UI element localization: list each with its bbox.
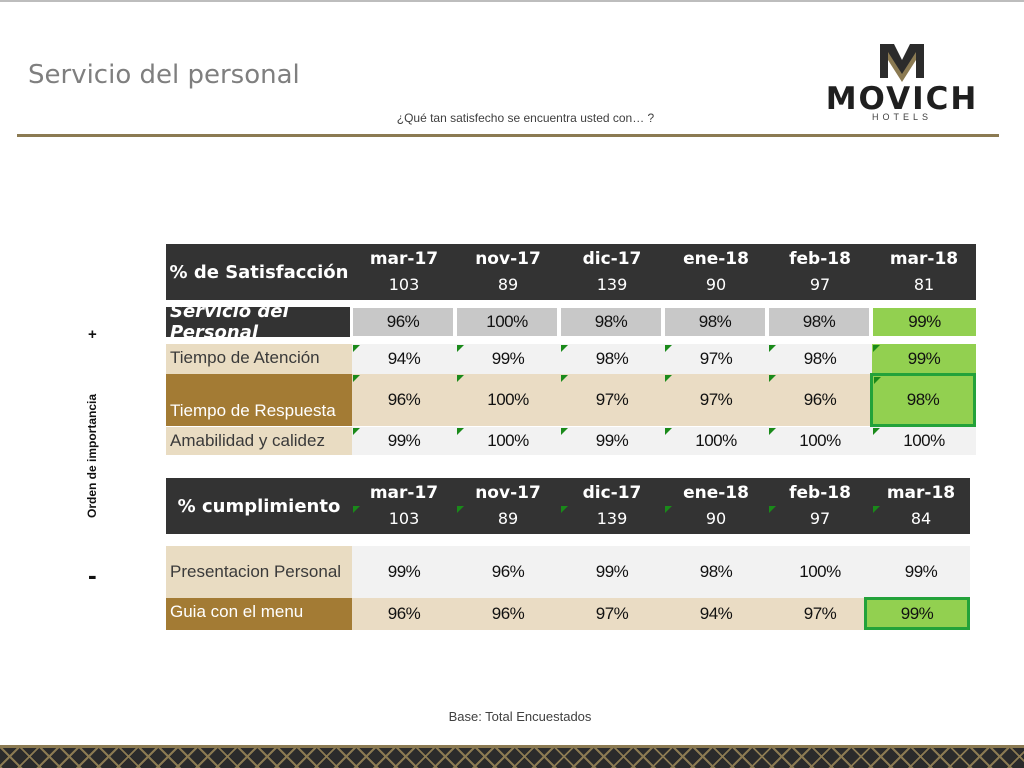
t1-value-cell: 100% (768, 427, 872, 455)
logo-mark-icon (880, 44, 924, 82)
survey-question: ¿Qué tan satisfecho se encuentra usted c… (396, 111, 655, 125)
flag-marker-icon (873, 506, 880, 513)
t1-col-header: mar-17 103 (352, 244, 456, 300)
t2-value-cell: 97% (768, 598, 872, 630)
t1-value-cell: 100% (872, 427, 976, 455)
flag-marker-icon (457, 506, 464, 513)
t1-value-cell-highlight: 99% (873, 308, 976, 336)
t2-row-label: Guia con el menu (166, 598, 352, 630)
t2-value-cell: 96% (352, 598, 456, 630)
footer-pattern (0, 745, 1024, 768)
footer-rule (0, 745, 1024, 748)
flag-marker-icon (457, 428, 464, 435)
t1-value-cell: 100% (456, 427, 560, 455)
importance-plus: + (88, 326, 97, 343)
flag-marker-icon (769, 375, 776, 382)
flag-marker-icon (665, 428, 672, 435)
header-rule (17, 134, 999, 137)
t1-value-cell: 99% (560, 427, 664, 455)
logo-wordmark: MOVICH (825, 81, 979, 117)
flag-marker-icon (353, 506, 360, 513)
t1-value-cell: 100% (457, 308, 557, 336)
t1-value-cell: 97% (664, 344, 768, 374)
t1-value-cell: 99% (352, 427, 456, 455)
top-border (0, 0, 1024, 2)
base-note: Base: Total Encuestados (448, 709, 592, 724)
flag-marker-icon (873, 345, 880, 352)
t1-col-header: dic-17 139 (560, 244, 664, 300)
t1-value-cell: 99% (456, 344, 560, 374)
flag-marker-icon (561, 345, 568, 352)
t1-col-header: nov-17 89 (456, 244, 560, 300)
t2-col-header: nov-17 89 (456, 478, 560, 534)
t1-value-cell: 96% (353, 308, 453, 336)
t1-value-cell: 98% (665, 308, 765, 336)
t1-value-cell: 98% (561, 308, 661, 336)
flag-marker-icon (769, 428, 776, 435)
t2-col-header: mar-17 103 (352, 478, 456, 534)
compliance-header-label: % cumplimiento (166, 478, 352, 534)
movich-logo: MOVICH HOTELS (816, 38, 988, 124)
t1-value-cell: 96% (352, 374, 456, 426)
t1-col-header: ene-18 90 (664, 244, 768, 300)
t1-value-cell: 96% (768, 374, 872, 426)
flag-marker-icon (353, 428, 360, 435)
flag-marker-icon (665, 375, 672, 382)
t2-value-cell: 99% (352, 546, 456, 598)
t2-value-cell: 96% (456, 546, 560, 598)
t1-value-cell: 100% (664, 427, 768, 455)
t1-row-label: Amabilidad y calidez (166, 427, 352, 455)
t2-row-label: Presentacion Personal (166, 546, 352, 598)
flag-marker-icon (457, 375, 464, 382)
t1-value-cell: 97% (560, 374, 664, 426)
t1-value-cell: 98% (560, 344, 664, 374)
page-title: Servicio del personal (28, 60, 300, 90)
flag-marker-icon (873, 428, 880, 435)
t1-value-cell: 98% (768, 344, 872, 374)
flag-marker-icon (665, 506, 672, 513)
t1-value-cell: 98% (769, 308, 869, 336)
flag-marker-icon (457, 345, 464, 352)
flag-marker-icon (769, 345, 776, 352)
t2-value-cell: 94% (664, 598, 768, 630)
flag-marker-icon (353, 345, 360, 352)
t2-col-header: feb-18 97 (768, 478, 872, 534)
flag-marker-icon (874, 377, 881, 384)
t1-col-header: mar-18 81 (872, 244, 976, 300)
t2-col-header: ene-18 90 (664, 478, 768, 534)
logo-subtitle: HOTELS (871, 112, 932, 122)
t1-row-label: Servicio del Personal (166, 301, 350, 343)
t2-value-cell-highlight: 99% (864, 597, 970, 630)
t1-value-cell: 94% (352, 344, 456, 374)
flag-marker-icon (561, 506, 568, 513)
flag-marker-icon (561, 375, 568, 382)
t2-value-cell: 99% (560, 546, 664, 598)
importance-minus: - (88, 560, 97, 590)
flag-marker-icon (353, 375, 360, 382)
t1-value-cell: 100% (456, 374, 560, 426)
t1-row-label: Tiempo de Respuesta (166, 374, 352, 426)
t2-value-cell: 96% (456, 598, 560, 630)
satisfaction-header-label: % de Satisfacción (166, 244, 352, 300)
t2-col-header: dic-17 139 (560, 478, 664, 534)
t2-value-cell: 97% (560, 598, 664, 630)
importance-axis-label: Orden de importancia (85, 393, 99, 519)
flag-marker-icon (561, 428, 568, 435)
t2-value-cell: 99% (872, 546, 970, 598)
t2-col-header: mar-18 84 (872, 478, 970, 534)
t1-row-label: Tiempo de Atención (166, 344, 352, 374)
flag-marker-icon (665, 345, 672, 352)
t1-col-header: feb-18 97 (768, 244, 872, 300)
t2-value-cell: 100% (768, 546, 872, 598)
t2-value-cell: 98% (664, 546, 768, 598)
t1-value-cell-highlight: 99% (872, 344, 976, 374)
flag-marker-icon (769, 506, 776, 513)
t1-value-cell: 97% (664, 374, 768, 426)
t1-value-cell-highlight: 98% (870, 373, 976, 427)
